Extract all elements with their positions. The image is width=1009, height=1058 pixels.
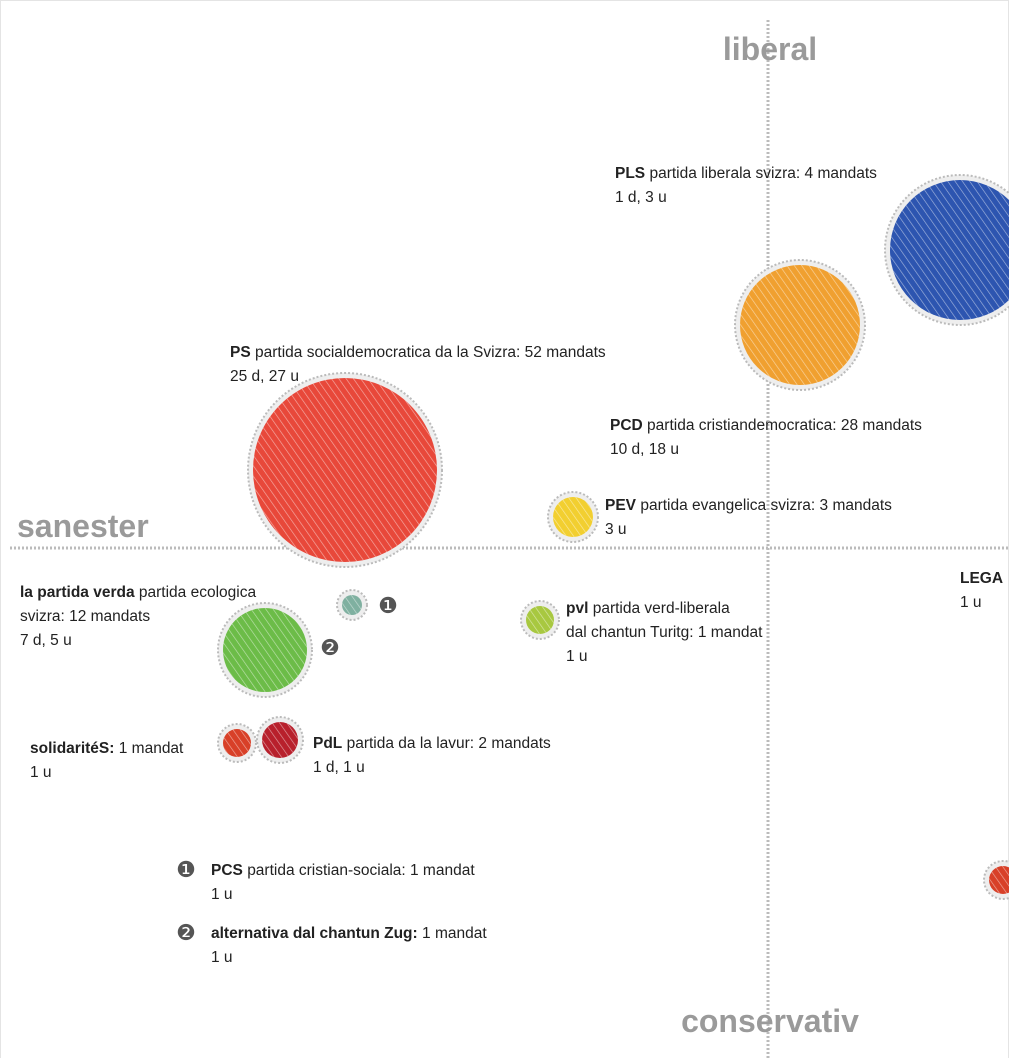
party-desc: dal chantun Turitg: 1 mandat: [566, 624, 763, 641]
party-desc: partida socialdemocratica da la Svizra: …: [255, 344, 606, 361]
party-seats: 10 d, 18 u: [610, 441, 679, 458]
blob-texture: [526, 606, 554, 634]
party-seats: 1 u: [960, 594, 982, 611]
party-desc: partida evangelica svizra: 3 mandats: [640, 497, 892, 514]
blob-texture: [989, 866, 1009, 894]
party-label: PEV partida evangelica svizra: 3 mandats: [605, 497, 892, 514]
blob-texture: [223, 608, 307, 692]
party-desc: partida verd-liberala: [593, 600, 730, 617]
party-seats: 1 u: [566, 648, 588, 665]
blob-texture: [223, 729, 251, 757]
party-label: PLS partida liberala svizra: 4 mandats: [615, 165, 877, 182]
party-seats: 3 u: [605, 521, 627, 538]
party-abbr: PCD: [610, 417, 643, 434]
party-abbr: PS: [230, 344, 251, 361]
party-abbr: PEV: [605, 497, 637, 514]
party-abbr: solidaritéS:: [30, 740, 114, 757]
party-abbr: PCS: [211, 862, 243, 879]
party-desc: partida da la lavur: 2 mandats: [347, 735, 551, 752]
party-abbr: LEGA: [960, 570, 1003, 587]
party-seats: 1 d, 3 u: [615, 189, 667, 206]
party-desc: svizra: 12 mandats: [20, 608, 150, 625]
party-abbr: alternativa dal chantun Zug:: [211, 925, 418, 942]
party-desc: 1 mandat: [119, 740, 184, 757]
party-label: PdL partida da la lavur: 2 mandats: [313, 735, 551, 752]
party-label: pvl partida verd-liberala: [566, 600, 730, 617]
axis-label: liberal: [723, 31, 817, 67]
party-seats: 1 u: [30, 764, 52, 781]
party-seats: 25 d, 27 u: [230, 368, 299, 385]
party-label: PCS partida cristian-sociala: 1 mandat: [211, 862, 475, 879]
party-desc: partida liberala svizra: 4 mandats: [649, 165, 877, 182]
blob-texture: [553, 497, 593, 537]
party-desc: partida cristiandemocratica: 28 mandats: [647, 417, 922, 434]
axis-label: conservativ: [681, 1003, 859, 1039]
party-desc: partida cristian-sociala: 1 mandat: [247, 862, 475, 879]
party-label: la partida verda partida ecologica: [20, 584, 256, 601]
party-desc: 1 mandat: [422, 925, 487, 942]
party-seats: 1 u: [211, 886, 233, 903]
marker: ❶: [176, 858, 196, 883]
party-label: LEGA: [960, 570, 1003, 587]
party-abbr: pvl: [566, 600, 588, 617]
party-desc: partida ecologica: [139, 584, 257, 601]
marker: ❷: [176, 921, 196, 946]
party-label: PCD partida cristiandemocratica: 28 mand…: [610, 417, 922, 434]
party-seats: 7 d, 5 u: [20, 632, 72, 649]
blob-texture: [342, 595, 362, 615]
marker: ❶: [378, 594, 398, 619]
party-label: alternativa dal chantun Zug: 1 mandat: [211, 925, 487, 942]
blob-texture: [253, 378, 437, 562]
party-label: solidaritéS: 1 mandat: [30, 740, 184, 757]
party-labels: PLS partida liberala svizra: 4 mandats 1 …: [20, 165, 1003, 966]
party-seats: 1 d, 1 u: [313, 759, 365, 776]
party-label: PS partida socialdemocratica da la Svizr…: [230, 344, 606, 361]
party-abbr: la partida verda: [20, 584, 135, 601]
party-abbr: PLS: [615, 165, 645, 182]
party-blobs: [217, 174, 1009, 900]
blob-texture: [262, 722, 298, 758]
blob-texture: [890, 180, 1009, 320]
party-abbr: PdL: [313, 735, 342, 752]
party-seats: 1 u: [211, 949, 233, 966]
axis-label: sanester: [17, 508, 149, 544]
blob-texture: [740, 265, 860, 385]
marker: ❷: [320, 636, 340, 661]
